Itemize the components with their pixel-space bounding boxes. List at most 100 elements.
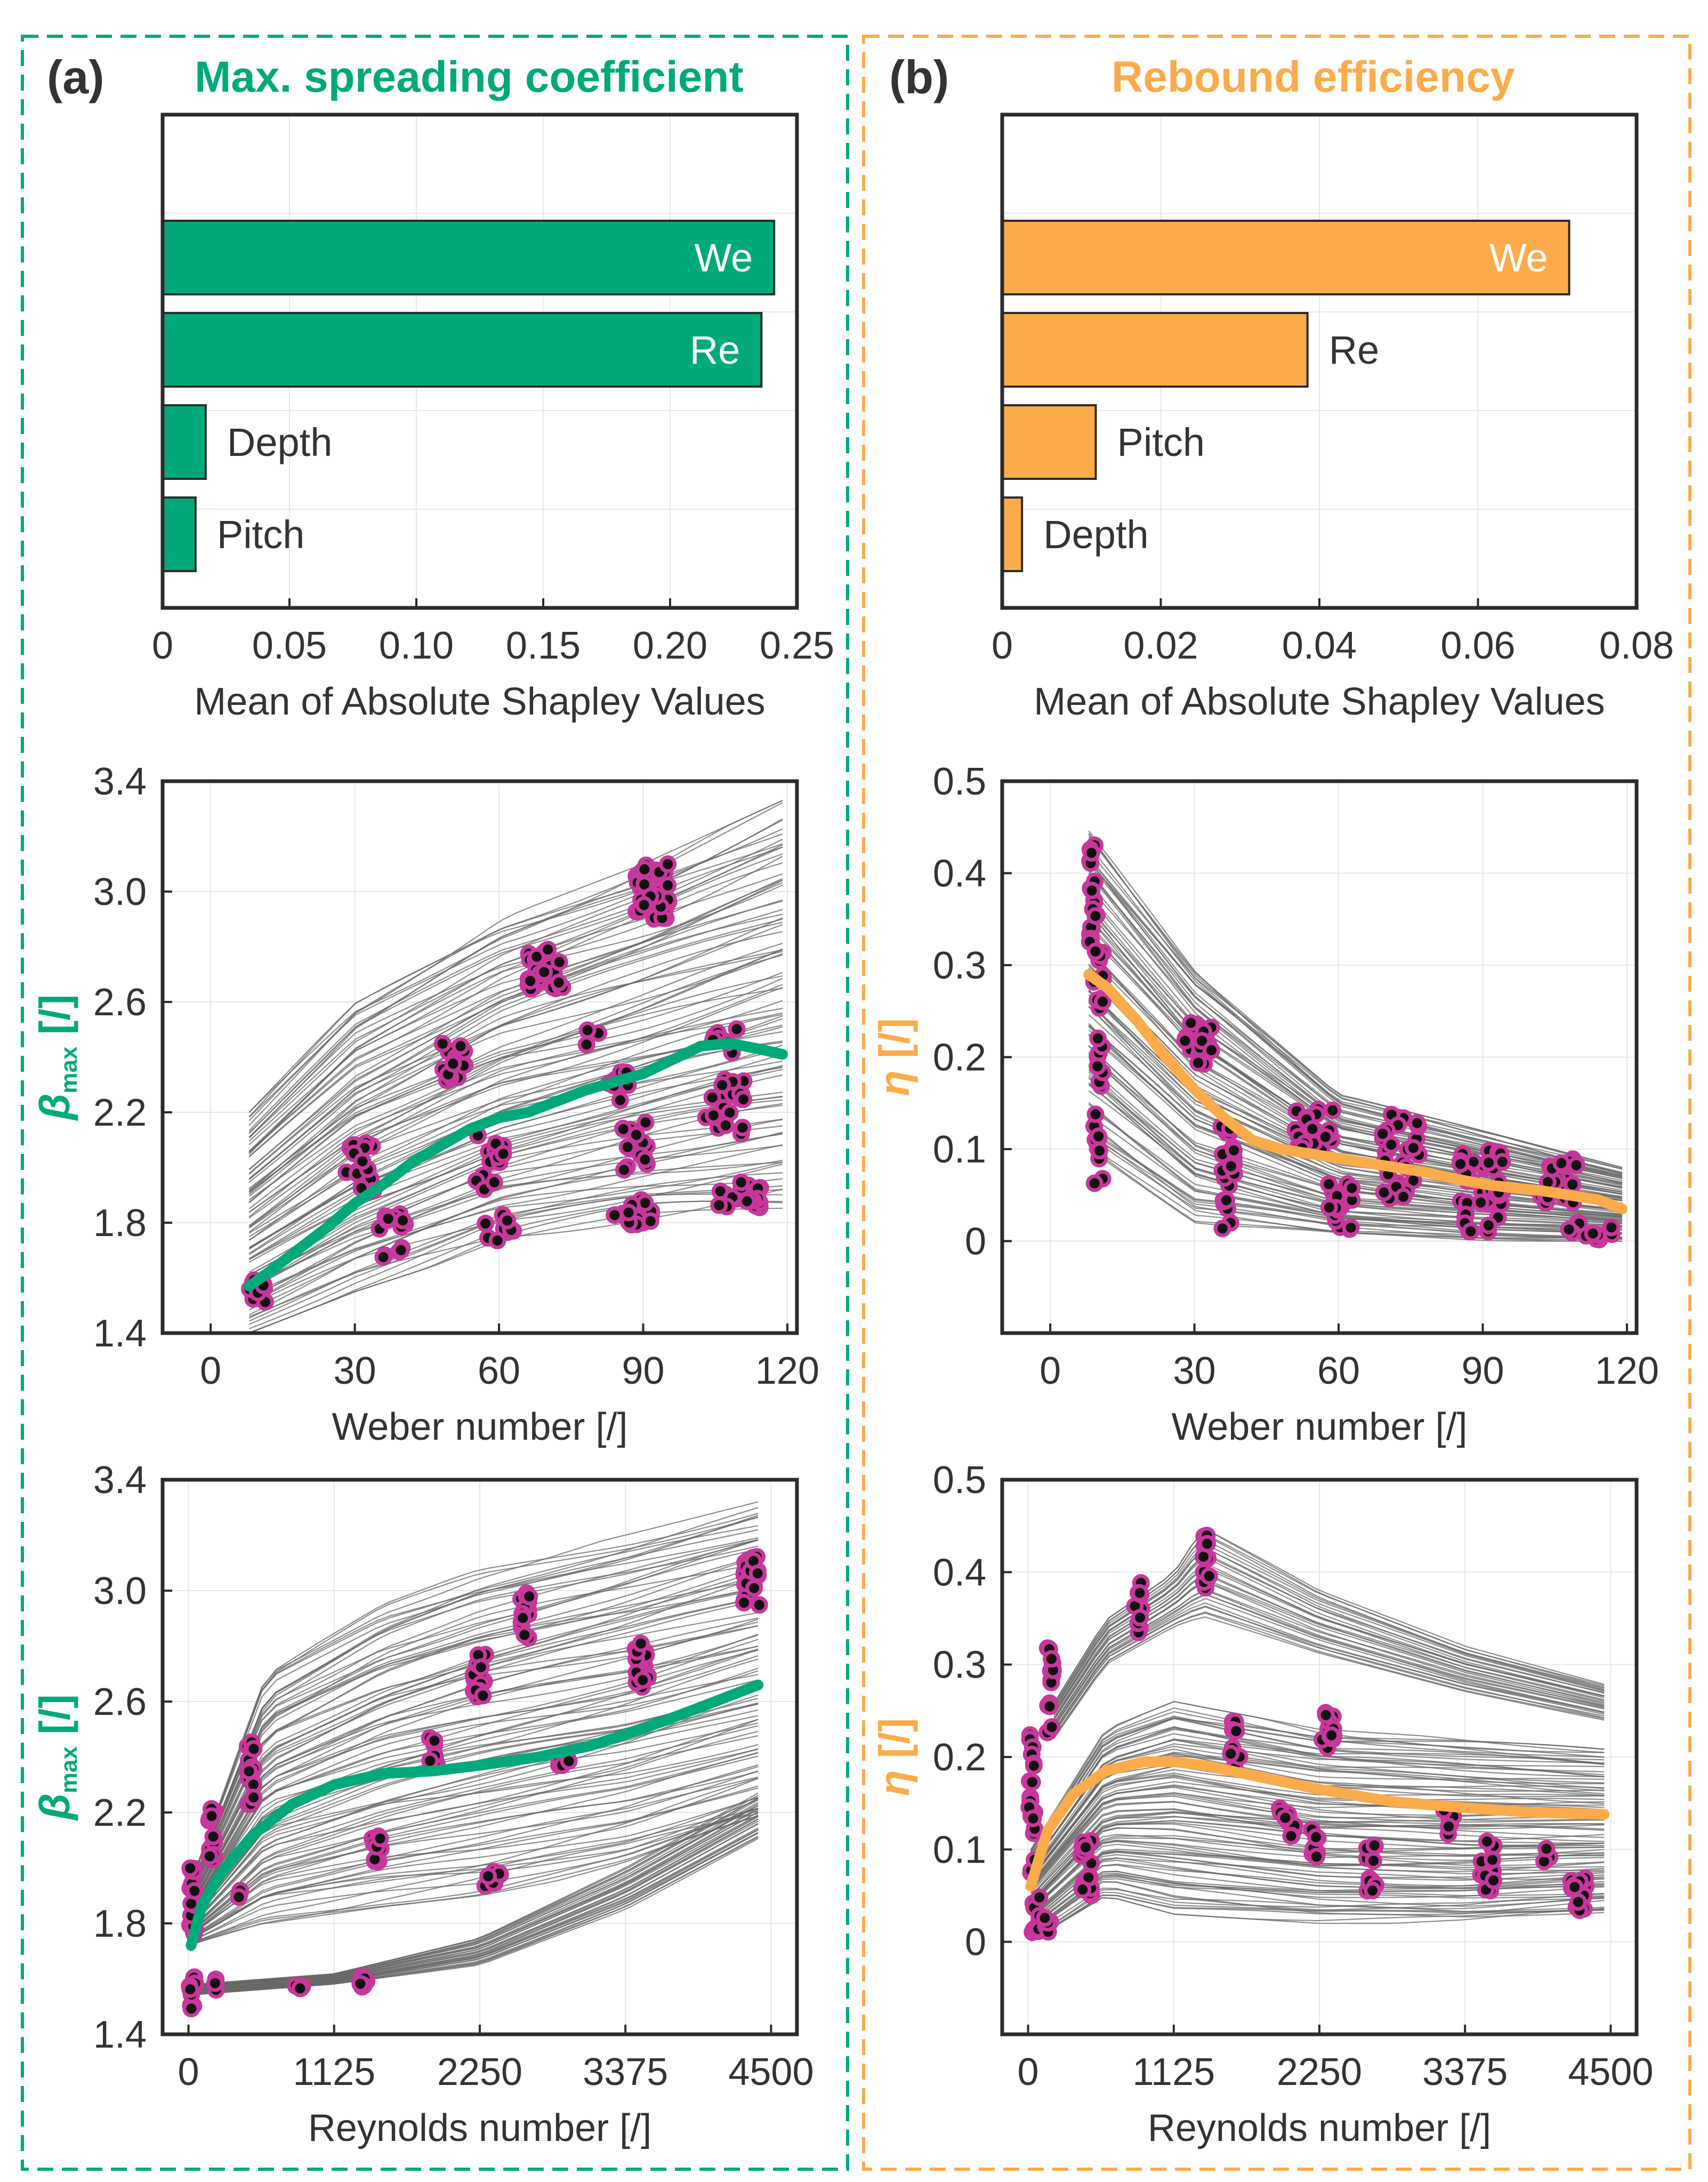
data-point: [474, 1687, 492, 1705]
data-point: [452, 1037, 470, 1055]
x-axis-label: Reynolds number [/]: [308, 2107, 651, 2149]
ensemble-line: [248, 1014, 783, 1234]
ensemble-line: [248, 949, 783, 1193]
bar-label-depth: Depth: [227, 420, 332, 464]
y-tick-label: 0: [965, 1921, 986, 1964]
data-point: [1462, 1222, 1480, 1240]
plot-frame: [160, 113, 799, 610]
data-point: [641, 1212, 659, 1230]
ensemble-line: [190, 1752, 759, 1932]
ensemble-line: [1030, 1895, 1605, 1942]
data-point: [1316, 1128, 1334, 1146]
data-point: [1225, 1141, 1243, 1159]
x-tick-label: 2250: [437, 2051, 522, 2093]
ensemble-line: [248, 1095, 783, 1275]
ensemble-line: [248, 879, 783, 1157]
bar-chart-rebound: We Re Pitch Depth 0 0.02 0.04 0.06 0.08 Mean of A…: [992, 113, 1674, 723]
data-point: [716, 1117, 735, 1134]
bar-pitch: [1001, 404, 1097, 480]
data-point: [1584, 1224, 1602, 1242]
bar-chart-spreading: We Re Depth Pitch 0 0.05 0.10 0.15 0.20 0.25 Mean …: [152, 113, 834, 723]
ensemble-line: [190, 1658, 759, 1914]
ensemble-line: [248, 972, 783, 1203]
data-point: [291, 1979, 309, 1998]
data-point: [1074, 1881, 1092, 1898]
data-point: [1030, 1888, 1049, 1906]
ensemble-line: [248, 917, 783, 1175]
data-point: [577, 1036, 595, 1054]
data-point: [477, 1215, 495, 1232]
ensemble-line: [190, 1715, 759, 1926]
data-point: [1364, 1881, 1382, 1899]
ensemble-line: [248, 1189, 783, 1325]
x-tick-label: 0: [178, 2051, 199, 2093]
y-axis-symbol: η: [871, 1070, 918, 1096]
bar-pitch: [162, 496, 197, 572]
data-point: [745, 1579, 763, 1597]
ensemble-line: [190, 1807, 759, 1942]
data-point: [1323, 1726, 1341, 1744]
ensemble-line: [1088, 834, 1623, 1168]
ensemble-line: [190, 1776, 759, 1937]
data-point: [735, 1594, 753, 1612]
data-point: [374, 1248, 392, 1266]
ensemble-line: [248, 984, 783, 1209]
data-point: [485, 1173, 503, 1191]
data-point: [1200, 1567, 1218, 1585]
ensemble-line: [248, 899, 783, 1170]
data-point: [1094, 993, 1111, 1010]
data-point: [1023, 1773, 1041, 1791]
y-axis-subscript: max: [56, 1046, 82, 1094]
data-point: [1484, 1851, 1502, 1869]
ensemble-line: [190, 1752, 759, 1932]
data-point: [425, 1731, 444, 1750]
data-point: [371, 1830, 389, 1848]
ensemble-line: [248, 943, 783, 1192]
ensemble-line: [190, 1501, 759, 1882]
ensemble-line: [248, 986, 783, 1213]
data-point: [203, 1807, 221, 1825]
data-point: [182, 2000, 200, 2018]
ensemble-line: [190, 1649, 759, 1912]
ensemble-line: [1030, 1897, 1605, 1942]
x-tick-label: 0.20: [633, 624, 707, 667]
data-point: [1382, 1136, 1400, 1154]
data-point: [578, 1021, 597, 1039]
data-point: [550, 974, 568, 992]
bar-depth: [1001, 496, 1024, 572]
y-tick-label: 2.6: [93, 1681, 147, 1723]
data-point: [515, 1626, 534, 1644]
y-tick-label: 3.0: [93, 1570, 147, 1613]
data-point: [1083, 881, 1101, 900]
x-tick-label: 90: [1461, 1350, 1504, 1392]
x-tick-label: 3375: [1422, 2051, 1508, 2093]
y-tick-label: 0.1: [933, 1828, 986, 1871]
ensemble-line: [248, 855, 783, 1138]
data-point: [245, 1788, 263, 1807]
y-tick-label: 3.4: [93, 760, 147, 803]
ensemble-line: [248, 1125, 783, 1290]
data-point: [1569, 1893, 1587, 1911]
weber-beta-chart: 0 30 60 90 120 1.4 1.8 2.2 2.6 3.0 3.4 Weber number…: [31, 760, 819, 1448]
data-point: [1082, 844, 1100, 862]
bar-label-we: We: [1489, 236, 1548, 280]
ensemble-line: [190, 1513, 759, 1884]
bar-label-re: Re: [690, 328, 740, 372]
data-point: [245, 1740, 263, 1758]
ensemble-line: [248, 1193, 783, 1329]
data-point: [1307, 1828, 1325, 1846]
data-point: [1493, 1153, 1511, 1171]
bar-re: [162, 312, 763, 388]
ensemble-line: [248, 931, 783, 1189]
data-point: [1374, 1125, 1392, 1143]
x-tick-label: 2250: [1277, 2051, 1362, 2093]
ensemble-line: [1088, 1103, 1623, 1231]
bar-label-pitch: Pitch: [1117, 420, 1205, 464]
ensemble-line: [1088, 1083, 1623, 1228]
data-point: [479, 1867, 497, 1886]
data-point: [1485, 1871, 1503, 1889]
ensemble-line: [190, 1529, 759, 1888]
ensemble-line: [191, 1835, 759, 1995]
data-point: [1086, 1105, 1105, 1124]
